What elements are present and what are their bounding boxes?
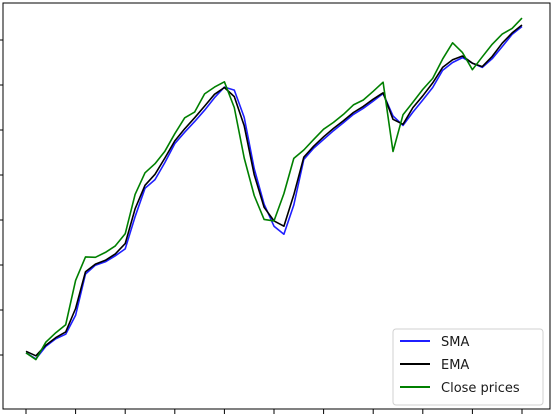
series-line-sma [25, 25, 523, 360]
legend-label-close-prices: Close prices [441, 381, 520, 396]
series-layer [25, 17, 523, 361]
plot-frame [2, 2, 551, 410]
series-line-close-prices [25, 17, 523, 361]
legend-box [392, 328, 544, 406]
legend-label-sma: SMA [441, 335, 469, 350]
legend: SMA EMA Close prices [392, 328, 544, 406]
axes [0, 2, 551, 414]
legend-label-ema: EMA [441, 358, 469, 373]
